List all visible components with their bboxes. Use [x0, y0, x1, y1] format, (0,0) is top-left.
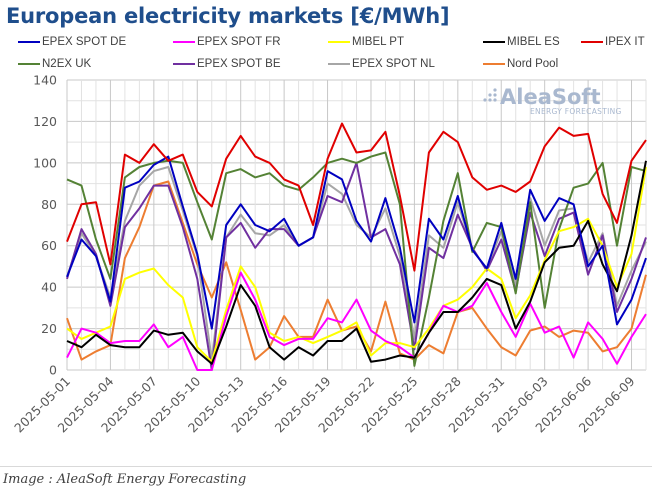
y-tick-label: 120 — [33, 114, 57, 129]
legend-swatch — [483, 63, 505, 65]
legend-label: MIBEL PT — [352, 36, 404, 48]
y-tick-label: 60 — [41, 238, 57, 253]
series-line-n2ex-uk — [66, 151, 647, 367]
series-line-ipex-it — [66, 122, 647, 272]
y-tick-label: 20 — [41, 321, 57, 336]
series-lines — [66, 122, 647, 371]
legend-swatch — [173, 63, 195, 65]
legend-swatch — [328, 63, 350, 65]
y-tick-label: 0 — [49, 363, 57, 378]
legend-swatch — [483, 41, 505, 43]
legend-swatch — [173, 41, 195, 43]
legend-item: Nord Pool — [483, 58, 558, 70]
watermark-tagline: ENERGY FORECASTING — [530, 107, 622, 116]
aleasoft-logo-icon — [483, 88, 497, 102]
y-tick-label: 80 — [41, 197, 57, 212]
chart-title: European electricity markets [€/MWh] — [6, 4, 450, 28]
image-caption: Image : AleaSoft Energy Forecasting — [3, 472, 247, 487]
legend-item: MIBEL PT — [328, 36, 404, 48]
legend-label: EPEX SPOT BE — [197, 58, 281, 70]
legend-item: MIBEL ES — [483, 36, 560, 48]
legend-item: EPEX SPOT DE — [18, 36, 126, 48]
series-line-mibel-es — [66, 160, 647, 365]
legend-item: N2EX UK — [18, 58, 91, 70]
legend-swatch — [581, 41, 603, 43]
legend-item: EPEX SPOT NL — [328, 58, 435, 70]
series-line-epex-spot-fr — [66, 271, 647, 371]
series-line-epex-spot-de — [66, 155, 647, 330]
divider — [0, 466, 652, 467]
y-axis: 0 20 40 60 80 100 120 140 — [33, 73, 57, 378]
y-tick-label: 140 — [33, 73, 57, 88]
line-chart: AleaSoft ENERGY FORECASTING 0 20 40 60 80 100… — [11, 73, 647, 435]
legend-swatch — [328, 41, 350, 43]
legend-label: IPEX IT — [605, 36, 645, 48]
legend-label: MIBEL ES — [507, 36, 560, 48]
watermark-brand: AleaSoft — [500, 85, 601, 109]
legend-swatch — [18, 63, 40, 65]
legend-item: IPEX IT — [581, 36, 645, 48]
series-line-mibel-pt — [66, 166, 647, 363]
x-axis: 2025-05-012025-05-042025-05-072025-05-10… — [11, 373, 638, 435]
chart-legend: EPEX SPOT DE EPEX SPOT FR MIBEL PT MIBEL ES… — [18, 36, 648, 76]
aleasoft-watermark: AleaSoft ENERGY FORECASTING — [483, 85, 621, 116]
legend-label: EPEX SPOT NL — [352, 58, 435, 70]
legend-label: EPEX SPOT FR — [197, 36, 281, 48]
legend-label: EPEX SPOT DE — [42, 36, 127, 48]
y-tick-label: 40 — [41, 280, 57, 295]
legend-item: EPEX SPOT BE — [173, 58, 281, 70]
series-line-epex-spot-nl — [66, 166, 647, 361]
legend-swatch — [18, 41, 40, 43]
grid — [66, 79, 647, 371]
legend-item: EPEX SPOT FR — [173, 36, 281, 48]
y-tick-label: 100 — [33, 155, 57, 170]
legend-label: Nord Pool — [507, 58, 559, 70]
legend-label: N2EX UK — [42, 58, 92, 70]
